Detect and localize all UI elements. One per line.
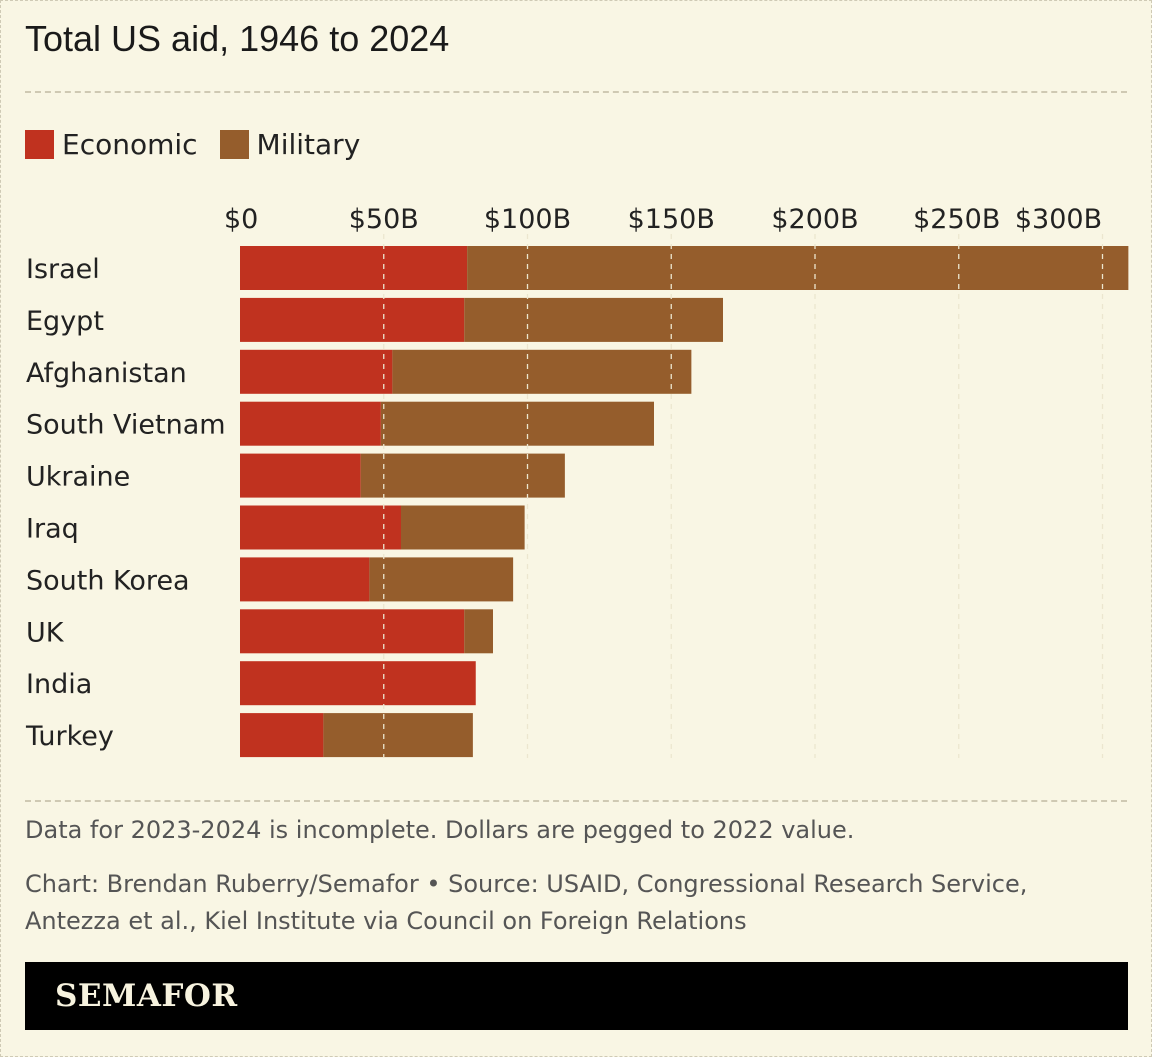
economic-bar	[240, 557, 370, 602]
economic-bar	[240, 401, 381, 446]
x-tick-label: $150B	[628, 204, 715, 235]
bar-chart: $0 $50B $100B $150B $200B $250B $300B Israel Egy…	[25, 204, 1129, 758]
x-tick-label: $100B	[484, 204, 571, 235]
economic-bar	[240, 297, 465, 342]
military-swatch	[219, 130, 249, 159]
chart-credit: Chart: Brendan Ruberry/Semafor • Source:…	[25, 870, 1028, 935]
footer-bar: SEMAFOR	[25, 962, 1128, 1030]
economic-bar	[240, 609, 465, 654]
category-label: UK	[26, 617, 65, 648]
legend-item-military: Military	[219, 128, 361, 161]
legend-label-economic: Economic	[62, 128, 198, 161]
legend-item-economic: Economic	[25, 128, 198, 161]
military-bar	[323, 713, 473, 758]
legend: Economic Military	[25, 128, 382, 161]
x-tick-label: $300B	[1015, 204, 1102, 235]
military-bar	[464, 609, 493, 654]
military-bar	[464, 297, 723, 342]
military-bar	[467, 246, 1129, 290]
x-tick-label: $250B	[913, 204, 1000, 235]
legend-label-military: Military	[256, 128, 361, 161]
data-note: Data for 2023-2024 is incomplete. Dollar…	[25, 816, 855, 844]
brand-logo: SEMAFOR	[55, 978, 238, 1014]
footer-divider	[25, 800, 1127, 802]
category-label: Turkey	[25, 721, 114, 752]
military-bar	[360, 453, 565, 498]
category-label: Afghanistan	[26, 358, 187, 389]
category-label: South Vietnam	[26, 410, 226, 441]
category-label: India	[26, 669, 92, 700]
category-label: Iraq	[26, 514, 79, 545]
military-bar	[380, 401, 654, 446]
x-tick-label: $0	[224, 204, 258, 235]
category-label: Ukraine	[26, 462, 130, 493]
category-label: South Korea	[26, 565, 190, 596]
economic-bar	[240, 246, 468, 290]
x-tick-label: $50B	[349, 204, 419, 235]
category-label: Egypt	[26, 306, 104, 337]
economic-bar	[240, 661, 476, 706]
economic-bar	[240, 713, 324, 758]
economic-swatch	[25, 130, 54, 159]
economic-bar	[240, 453, 361, 498]
military-bar	[369, 557, 514, 602]
title-divider	[25, 91, 1127, 93]
military-bar	[401, 505, 525, 550]
category-label: Israel	[26, 254, 100, 285]
chart-title: Total US aid, 1946 to 2024	[25, 18, 450, 59]
economic-bar	[240, 349, 393, 394]
economic-bar	[240, 505, 401, 550]
military-bar	[392, 349, 692, 394]
x-tick-label: $200B	[771, 204, 858, 235]
